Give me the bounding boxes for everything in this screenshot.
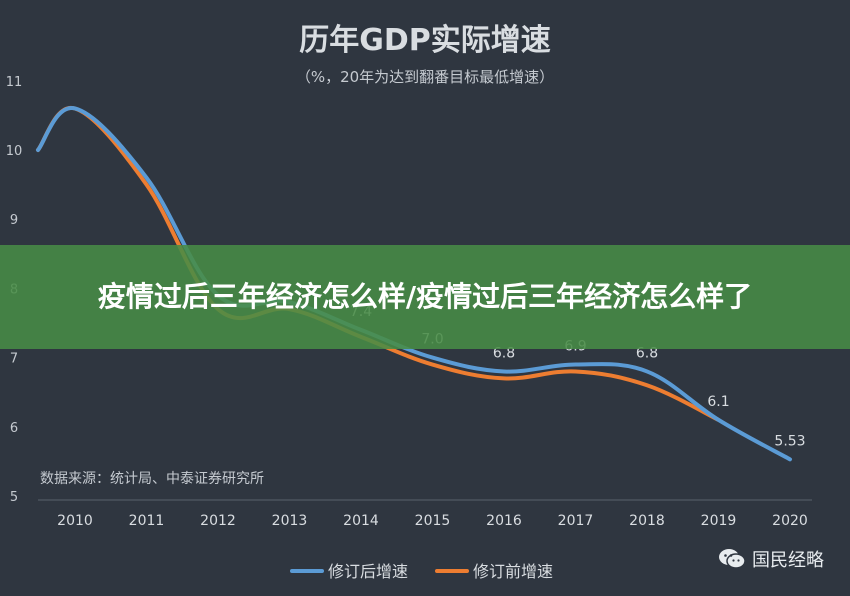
x-tick-label: 2018 [629, 513, 665, 529]
y-tick-label: 9 [10, 213, 18, 228]
x-tick-label: 2020 [772, 513, 808, 529]
x-tick-label: 2016 [486, 513, 522, 529]
x-tick-label: 2014 [343, 513, 379, 529]
wechat-icon [718, 548, 746, 570]
y-tick-label: 5 [10, 490, 18, 505]
source-note: 数据来源：统计局、中泰证券研究所 [40, 471, 264, 487]
x-tick-label: 2011 [129, 513, 165, 529]
chart-title: 历年GDP实际增速 [299, 23, 551, 58]
data-label: 6.8 [493, 345, 515, 361]
y-tick-label: 11 [6, 75, 23, 90]
legend-label: 修订后增速 [328, 562, 408, 581]
y-tick-label: 10 [6, 144, 23, 159]
x-tick-label: 2017 [558, 513, 594, 529]
data-label: 5.53 [774, 433, 805, 449]
x-tick-label: 2015 [415, 513, 451, 529]
y-tick-label: 6 [10, 421, 18, 436]
data-label: 6.8 [636, 345, 658, 361]
watermark-text: 国民经略 [752, 550, 824, 571]
y-tick-label: 7 [10, 352, 18, 367]
watermark: 国民经略 [718, 546, 824, 572]
legend-label: 修订前增速 [473, 562, 553, 581]
x-tick-label: 2010 [57, 513, 93, 529]
chart-subtitle: （%，20年为达到翻番目标最低增速） [296, 68, 554, 86]
headline-text: 疫情过后三年经济怎么样/疫情过后三年经济怎么样了 [97, 280, 753, 313]
legend: 修订后增速 修订前增速 [290, 562, 553, 581]
x-tick-label: 2013 [272, 513, 308, 529]
x-axis: 2010 2011 2012 2013 2014 2015 2016 2017 2018 2019… [57, 513, 808, 529]
headline-banner: 疫情过后三年经济怎么样/疫情过后三年经济怎么样了 [0, 245, 850, 349]
data-label: 6.1 [707, 394, 729, 410]
x-tick-label: 2019 [701, 513, 737, 529]
x-tick-label: 2012 [200, 513, 236, 529]
